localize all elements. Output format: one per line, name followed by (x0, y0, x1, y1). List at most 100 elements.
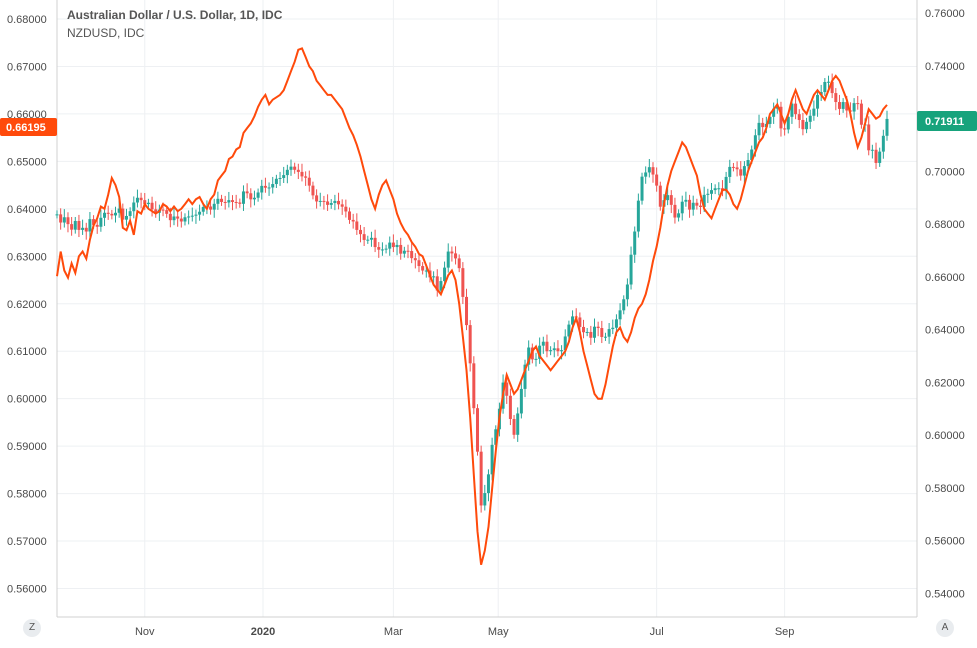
candle-body (260, 185, 264, 193)
candle-body (505, 382, 509, 396)
candle-body (644, 172, 648, 177)
candle-body (183, 217, 187, 222)
candle-body (538, 345, 542, 359)
candle-body (421, 266, 425, 271)
left-axis-ticks: 0.68000 0.67000 0.66000 0.65000 0.64000 0.630… (7, 14, 47, 596)
candle-body (753, 135, 757, 150)
candle-body (256, 192, 260, 198)
chart-subtitle: NZDUSD, IDC (67, 26, 145, 40)
candle-body (830, 81, 834, 94)
candle-body (706, 193, 710, 195)
candle-body (691, 202, 695, 210)
candle-body (534, 358, 538, 360)
candle-body (578, 317, 582, 327)
candle-body (808, 115, 812, 122)
candle-body (351, 219, 355, 222)
candle-body (571, 316, 575, 325)
candle-body (750, 149, 754, 161)
candle-body (296, 169, 300, 172)
candle-body (435, 276, 439, 291)
candle-body (128, 211, 132, 216)
candle-body (512, 418, 516, 435)
candle-body (348, 211, 352, 220)
candle-body (333, 200, 337, 204)
candle-body (618, 310, 622, 320)
candle-body (746, 160, 750, 167)
candle-body (362, 234, 366, 240)
candle-body (541, 341, 545, 346)
candle-body (563, 336, 567, 351)
candle-body (684, 199, 688, 202)
candle-body (373, 237, 377, 248)
left-tick-label: 0.56000 (7, 584, 47, 596)
candle-body (121, 208, 125, 220)
candle-body (794, 103, 798, 115)
candle-body (790, 103, 794, 117)
candle-body (81, 227, 85, 230)
candle-body (417, 260, 421, 267)
candle-body (845, 102, 849, 111)
candle-body (424, 270, 428, 272)
candle-body (695, 202, 699, 206)
right-tick-label: 0.62000 (925, 377, 965, 389)
candle-body (483, 493, 487, 506)
timezone-button[interactable]: Z (23, 619, 41, 637)
right-tick-label: 0.64000 (925, 325, 965, 337)
left-tick-label: 0.64000 (7, 204, 47, 216)
candle-body (673, 204, 677, 218)
candle-body (311, 185, 315, 196)
candle-body (84, 227, 88, 232)
auto-scale-button[interactable]: A (936, 619, 954, 637)
x-tick-label: Nov (135, 626, 155, 638)
candle-body (263, 185, 267, 188)
candle-body (812, 108, 816, 116)
candle-body (454, 253, 458, 259)
candle-body (406, 250, 410, 252)
candle-body (805, 121, 809, 130)
left-tick-label: 0.58000 (7, 489, 47, 501)
candle-body (859, 103, 863, 125)
candle-body (567, 324, 571, 337)
x-axis-ticks: Nov 2020 Mar May Jul Sep (135, 626, 794, 638)
candle-body (680, 201, 684, 214)
candle-body (688, 199, 692, 210)
candle-body (677, 213, 681, 218)
candle-body (874, 149, 878, 163)
x-tick-label: Jul (650, 626, 664, 638)
aud-badge-background (0, 118, 57, 136)
candle-body (252, 197, 256, 200)
candle-body (95, 224, 99, 227)
candle-body (187, 216, 191, 218)
candle-body (519, 388, 523, 414)
candle-body (717, 188, 721, 190)
candle-body (220, 198, 224, 202)
candle-body (582, 326, 586, 333)
candle-body (552, 348, 556, 351)
nzd-badge-background (917, 111, 977, 132)
candle-body (545, 341, 549, 352)
left-tick-label: 0.66000 (7, 109, 47, 121)
candle-body (143, 200, 147, 205)
candle-body (278, 177, 282, 179)
plot-area (57, 0, 917, 617)
candle-body (731, 166, 735, 168)
candle-body (816, 94, 820, 109)
candle-body (768, 116, 772, 124)
candle-body (355, 221, 359, 230)
candle-body (801, 119, 805, 130)
candle-body (304, 176, 308, 178)
candle-body (772, 108, 776, 117)
candle-body (600, 328, 604, 337)
candle-body (231, 200, 235, 202)
candle-body (775, 106, 779, 109)
candle-body (55, 214, 59, 216)
right-tick-label: 0.66000 (925, 272, 965, 284)
left-tick-label: 0.59000 (7, 441, 47, 453)
candle-body (135, 197, 139, 203)
right-tick-label: 0.76000 (925, 8, 965, 20)
candle-body (88, 219, 92, 232)
chart-title: Australian Dollar / U.S. Dollar, 1D, IDC (67, 8, 283, 22)
candle-body (647, 167, 651, 173)
nzd-last-value: 0.71911 (925, 116, 964, 128)
